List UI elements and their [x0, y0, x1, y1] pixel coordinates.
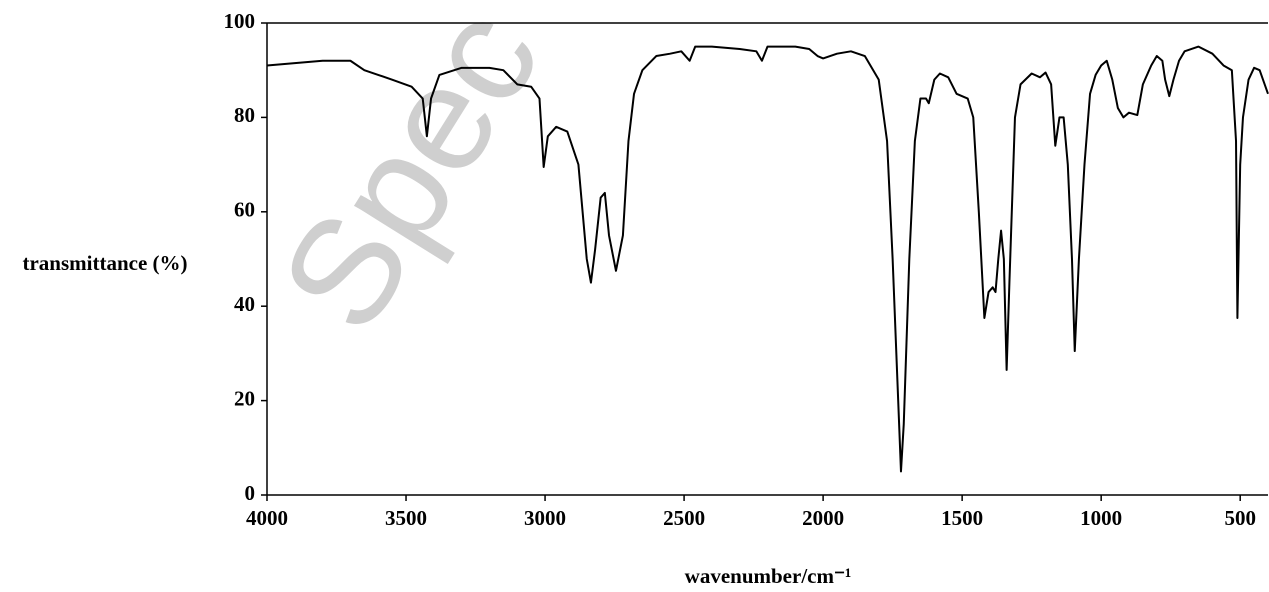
y-tick-label: 80: [234, 103, 255, 127]
y-tick-label: 20: [234, 386, 255, 410]
x-tick-label: 1500: [941, 506, 983, 530]
y-tick-label: 100: [224, 9, 256, 33]
x-tick-label: 1000: [1080, 506, 1122, 530]
x-tick-label: 3000: [524, 506, 566, 530]
spectrum-line: [266, 45, 1269, 473]
y-tick-label: 0: [245, 481, 256, 505]
x-tick-label: 500: [1224, 506, 1256, 530]
watermark: Spec: [248, 0, 572, 358]
y-axis-label: transmittance (%): [22, 251, 187, 275]
x-tick-label: 3500: [385, 506, 427, 530]
x-tick-label: 2000: [802, 506, 844, 530]
y-tick-label: 40: [234, 292, 255, 316]
y-tick-label: 60: [234, 198, 255, 222]
x-tick-label: 4000: [246, 506, 288, 530]
x-axis-label: wavenumber/cm⁻¹: [685, 564, 852, 588]
x-tick-label: 2500: [663, 506, 705, 530]
